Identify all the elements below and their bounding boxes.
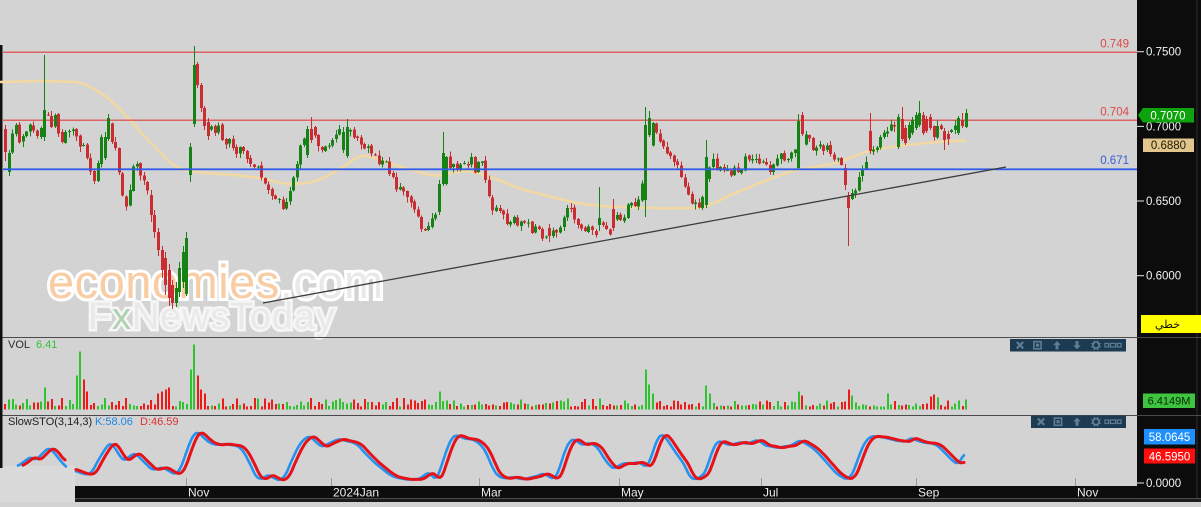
svg-text:Nov: Nov: [1077, 486, 1098, 500]
svg-text:0.749: 0.749: [1100, 39, 1129, 51]
svg-text:6.41: 6.41: [36, 339, 57, 351]
svg-text:FxNewsToday: FxNewsToday: [88, 296, 335, 338]
svg-text:0.671: 0.671: [1100, 155, 1129, 167]
svg-text:خطي: خطي: [1155, 319, 1180, 331]
svg-text:Sep: Sep: [918, 486, 940, 500]
svg-text:economies.com: economies.com: [48, 255, 384, 308]
svg-text:K:58.06: K:58.06: [95, 416, 133, 428]
svg-text:VOL: VOL: [8, 339, 30, 351]
svg-text:0.6000: 0.6000: [1146, 271, 1181, 283]
svg-text:0.6500: 0.6500: [1146, 196, 1181, 208]
svg-text:May: May: [621, 486, 644, 500]
svg-text:0.704: 0.704: [1100, 107, 1129, 119]
svg-text:0.7500: 0.7500: [1146, 47, 1181, 59]
svg-text:2024Jan: 2024Jan: [333, 486, 379, 500]
svg-text:0.0000: 0.0000: [1146, 478, 1181, 490]
svg-text:0.6880: 0.6880: [1151, 140, 1186, 152]
svg-text:Nov: Nov: [188, 486, 209, 500]
svg-text:6.4149M: 6.4149M: [1148, 396, 1191, 408]
svg-text:0.7000: 0.7000: [1146, 121, 1181, 133]
svg-text:Mar: Mar: [481, 486, 502, 500]
svg-text:58.0645: 58.0645: [1149, 432, 1191, 444]
svg-text:46.5950: 46.5950: [1149, 452, 1191, 464]
svg-text:D:46.59: D:46.59: [140, 416, 179, 428]
svg-text:SlowSTO(3,14,3): SlowSTO(3,14,3): [8, 416, 92, 428]
svg-text:0.7070: 0.7070: [1150, 111, 1185, 123]
svg-text:Jul: Jul: [763, 486, 778, 500]
